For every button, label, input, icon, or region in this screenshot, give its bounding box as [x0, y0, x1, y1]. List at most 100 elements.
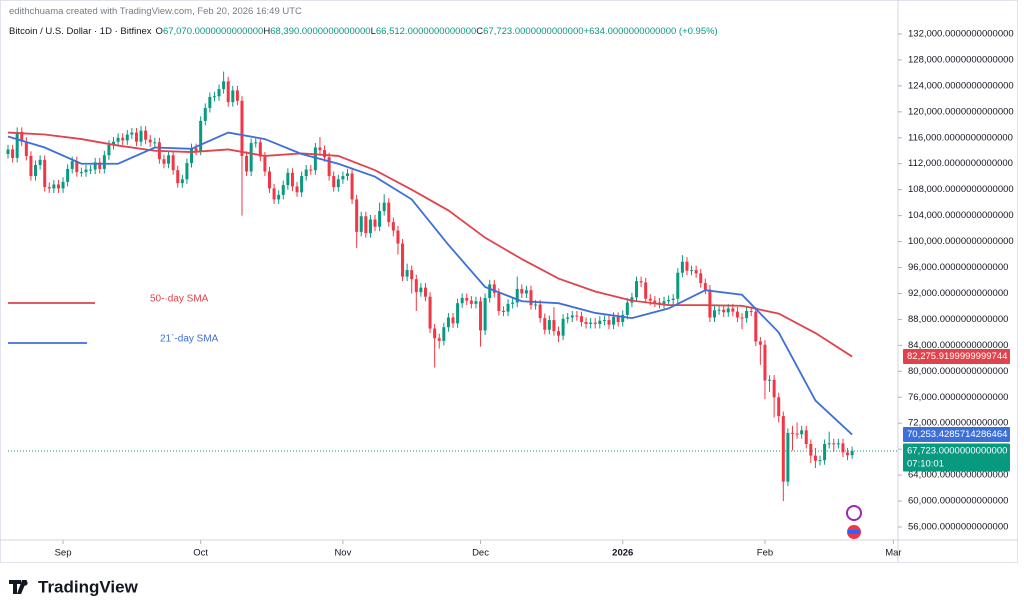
alert-icons: [846, 505, 862, 539]
candle-body: [809, 443, 813, 456]
candle-body: [217, 89, 221, 97]
y-tick-label: 84,000.0000000000000: [908, 340, 1008, 351]
candle-body: [116, 137, 120, 142]
candle-body: [795, 433, 799, 435]
candle-body: [754, 311, 758, 342]
candle-body: [534, 304, 538, 306]
candle-body: [387, 202, 391, 223]
candle-body: [414, 279, 418, 293]
y-tick-label: 96,000.0000000000000: [908, 262, 1008, 273]
candle-body: [722, 309, 726, 313]
candle-body: [465, 298, 469, 301]
candle-body: [350, 173, 354, 200]
candle-body: [263, 156, 267, 172]
sma-line: [7, 131, 853, 436]
candle-body: [699, 273, 703, 284]
chart-frame: [0, 0, 1018, 563]
candle-body: [566, 317, 570, 319]
candle-body: [506, 303, 510, 312]
candle-body: [763, 344, 767, 381]
candle-body: [671, 298, 675, 300]
candle-body: [176, 170, 180, 184]
brand: TradingView: [38, 577, 139, 596]
candle-body: [460, 298, 464, 304]
logo: TradingView: [9, 577, 139, 596]
candle-body: [75, 161, 79, 173]
candle-body: [524, 290, 528, 294]
candle-body: [717, 309, 721, 311]
candle-body: [612, 316, 616, 325]
change: +634.0000000000000 (+0.95%): [583, 26, 718, 37]
candle-body: [552, 320, 556, 332]
price-label-box: [903, 443, 1010, 472]
y-tick-label: 132,000.0000000000000: [908, 28, 1014, 39]
candle-body: [575, 315, 579, 317]
y-tick-label: 64,000.0000000000000: [908, 470, 1008, 481]
candle-body: [231, 90, 235, 103]
candle-body: [579, 316, 583, 323]
candle-body: [570, 315, 574, 318]
candle-body: [245, 155, 249, 172]
candle-body: [368, 219, 372, 234]
candle-body: [511, 302, 515, 304]
candle-body: [20, 131, 24, 142]
y-tick-label: 124,000.0000000000000: [908, 80, 1014, 91]
candle-body: [185, 163, 189, 180]
candle-body: [382, 202, 386, 212]
candle-body: [277, 194, 281, 200]
candle-body: [479, 301, 483, 331]
candle-body: [827, 443, 831, 445]
candle-body: [66, 168, 70, 182]
candle-body: [121, 137, 125, 141]
logo-mark: [22, 580, 28, 586]
candle-body: [171, 155, 175, 171]
candle-body: [768, 379, 772, 381]
candle-body: [584, 322, 588, 324]
candle-body: [410, 270, 414, 280]
ohlc-value: 67,070.0000000000000: [162, 26, 264, 37]
candle-body: [497, 292, 501, 311]
candle-body: [832, 443, 836, 445]
candle-body: [194, 148, 198, 151]
y-tick-label: 80,000.0000000000000: [908, 366, 1008, 377]
candle-body: [745, 310, 749, 319]
ohlc-value: 68,390.0000000000000: [270, 26, 371, 37]
icon: [848, 530, 860, 534]
candle-body: [391, 222, 395, 231]
candle-body: [836, 443, 840, 445]
candle-body: [139, 130, 143, 142]
candle-body: [419, 287, 423, 293]
candle-body: [653, 300, 657, 303]
candle-body: [781, 416, 785, 482]
candle-body: [451, 317, 455, 324]
legend-label: 50-·day SMA: [150, 294, 209, 305]
candle-body: [84, 169, 88, 173]
x-tick-label: 2026: [612, 548, 633, 559]
ohlc-key: L: [370, 26, 376, 37]
candle-body: [735, 311, 739, 318]
candle-body: [501, 310, 505, 312]
candle-body: [61, 181, 65, 189]
candle-body: [561, 318, 565, 336]
candle-body: [616, 316, 620, 323]
candle-body: [813, 455, 817, 461]
candle-body: [24, 141, 28, 156]
candle-body: [29, 155, 33, 177]
candle-body: [662, 301, 666, 304]
candle-body: [772, 379, 776, 398]
x-tick-label: Nov: [334, 548, 351, 559]
candle-body: [112, 141, 116, 145]
y-tick-label: 56,000.0000000000000: [908, 522, 1008, 533]
candle-body: [685, 261, 689, 271]
candle-body: [332, 176, 336, 188]
candle-body: [336, 179, 340, 188]
candle-body: [190, 148, 194, 164]
candle-body: [212, 96, 216, 98]
candle-body: [254, 142, 258, 144]
candle-body: [621, 314, 625, 323]
candle-body: [125, 134, 129, 141]
attribution: edithchuama created with TradingView.com…: [9, 6, 302, 17]
candle-body: [144, 130, 148, 140]
candle-body: [148, 139, 152, 143]
